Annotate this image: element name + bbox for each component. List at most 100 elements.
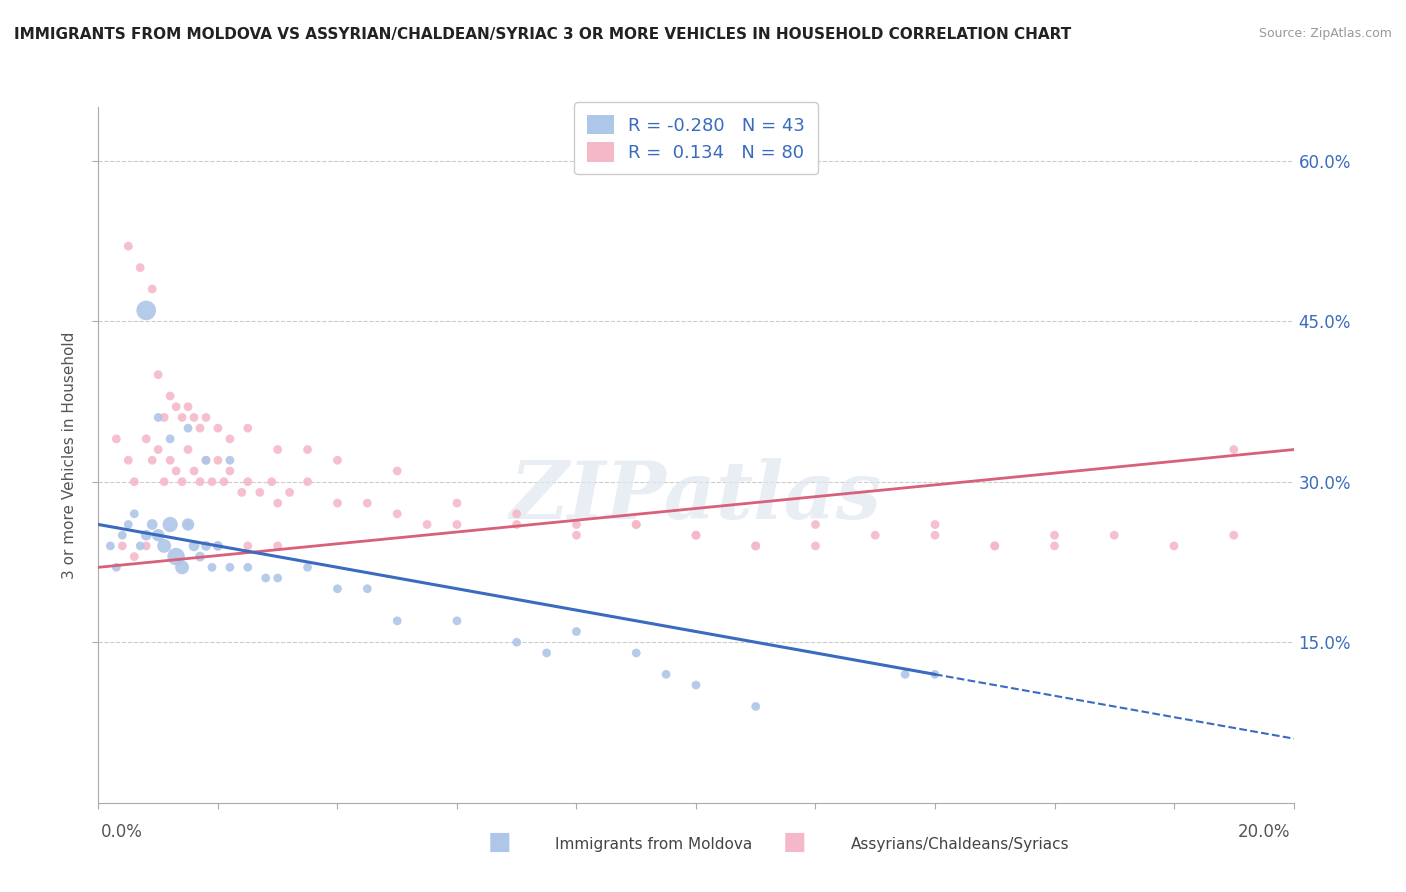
Point [135, 303, 157, 318]
Point [446, 614, 468, 628]
Point [356, 496, 378, 510]
Point [148, 528, 170, 542]
Point [129, 260, 152, 275]
Text: IMMIGRANTS FROM MOLDOVA VS ASSYRIAN/CHALDEAN/SYRIAC 3 OR MORE VEHICLES IN HOUSEH: IMMIGRANTS FROM MOLDOVA VS ASSYRIAN/CHAL… [14, 27, 1071, 42]
Point [924, 667, 946, 681]
Point [172, 475, 194, 489]
Point [141, 453, 163, 467]
Text: ZIPatlas: ZIPatlas [510, 458, 882, 535]
Text: Immigrants from Moldova: Immigrants from Moldova [555, 838, 752, 852]
Point [165, 400, 187, 414]
Point [863, 528, 887, 542]
Text: Assyrians/Chaldeans/Syriacs: Assyrians/Chaldeans/Syriacs [851, 838, 1069, 852]
Point [356, 582, 378, 596]
Point [1222, 528, 1246, 542]
Point [183, 539, 205, 553]
Point [100, 539, 122, 553]
Point [188, 475, 211, 489]
Point [297, 560, 319, 574]
Point [117, 517, 139, 532]
Point [267, 442, 290, 457]
Point [254, 571, 277, 585]
Point [195, 453, 218, 467]
Point [135, 432, 157, 446]
Point [297, 475, 319, 489]
Point [267, 539, 290, 553]
Point [267, 571, 290, 585]
Point [177, 517, 200, 532]
Point [177, 421, 200, 435]
Text: 0.0%: 0.0% [101, 822, 143, 840]
Point [153, 410, 176, 425]
Point [135, 528, 157, 542]
Point [745, 699, 768, 714]
Point [177, 517, 200, 532]
Point [236, 421, 259, 435]
Point [626, 517, 648, 532]
Point [236, 560, 259, 574]
Text: ■: ■ [783, 830, 806, 855]
Point [172, 560, 194, 574]
Point [446, 517, 468, 532]
Text: 20.0%: 20.0% [1239, 822, 1291, 840]
Point [165, 464, 187, 478]
Point [655, 667, 678, 681]
Point [416, 517, 439, 532]
Point [188, 421, 211, 435]
Point [446, 496, 468, 510]
Point [153, 539, 176, 553]
Point [385, 464, 409, 478]
Text: ■: ■ [488, 830, 510, 855]
Point [148, 410, 170, 425]
Point [267, 496, 290, 510]
Point [685, 678, 707, 692]
Point [326, 496, 349, 510]
Point [506, 517, 529, 532]
Point [685, 528, 707, 542]
Point [745, 539, 768, 553]
Point [1102, 528, 1125, 542]
Point [141, 282, 163, 296]
Point [124, 549, 146, 564]
Point [129, 539, 152, 553]
Y-axis label: 3 or more Vehicles in Household: 3 or more Vehicles in Household [62, 331, 77, 579]
Point [124, 507, 146, 521]
Point [984, 539, 1007, 553]
Point [626, 646, 648, 660]
Point [159, 453, 181, 467]
Point [148, 368, 170, 382]
Point [195, 539, 218, 553]
Text: Source: ZipAtlas.com: Source: ZipAtlas.com [1258, 27, 1392, 40]
Point [278, 485, 301, 500]
Point [172, 410, 194, 425]
Point [124, 475, 146, 489]
Point [1222, 442, 1246, 457]
Point [188, 549, 211, 564]
Point [565, 528, 588, 542]
Point [536, 646, 558, 660]
Point [565, 517, 588, 532]
Point [195, 453, 218, 467]
Point [111, 539, 134, 553]
Point [385, 507, 409, 521]
Point [249, 485, 271, 500]
Point [201, 560, 224, 574]
Point [117, 453, 139, 467]
Point [195, 410, 218, 425]
Point [1043, 539, 1066, 553]
Point [141, 517, 163, 532]
Point [1163, 539, 1185, 553]
Point [804, 539, 827, 553]
Point [105, 432, 128, 446]
Point [506, 507, 529, 521]
Point [105, 560, 128, 574]
Point [326, 582, 349, 596]
Point [183, 464, 205, 478]
Legend: R = -0.280   N = 43, R =  0.134   N = 80: R = -0.280 N = 43, R = 0.134 N = 80 [574, 103, 818, 175]
Point [207, 421, 229, 435]
Point [111, 528, 134, 542]
Point [177, 442, 200, 457]
Point [219, 560, 242, 574]
Point [159, 432, 181, 446]
Point [685, 528, 707, 542]
